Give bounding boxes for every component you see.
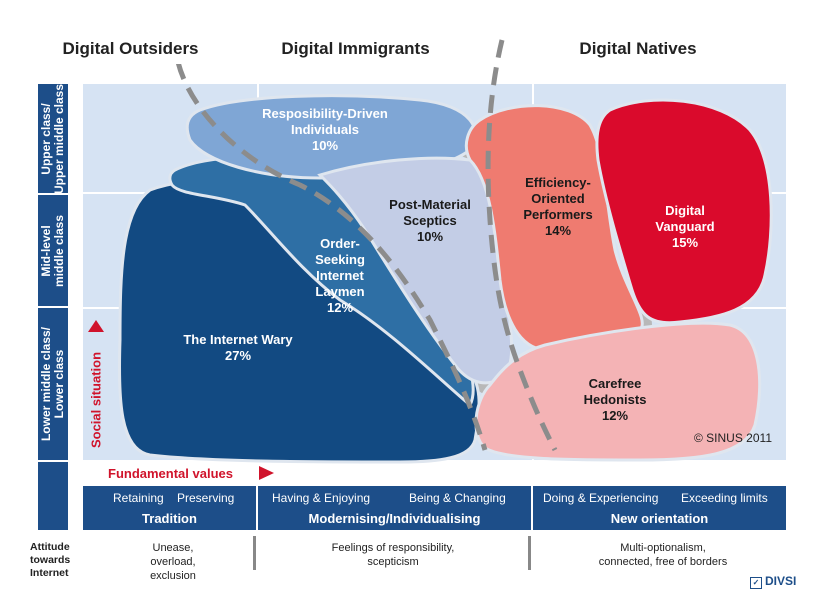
label-order-seeking-share: 12% [326, 300, 354, 315]
logo-check-icon: ✓ [750, 577, 762, 589]
label-responsibility-name: Resposibility-Driven Individuals [262, 106, 388, 137]
segment-boundaries [175, 39, 558, 452]
label-hedonists-share: 12% [601, 408, 629, 423]
social-situation-label: Social situation [88, 351, 104, 449]
attitude-divider-1 [253, 536, 256, 570]
label-order-seeking-name: Order- Seeking Internet Laymen [315, 236, 365, 299]
label-post-material-name: Post-Material Sceptics [389, 197, 471, 228]
fundamental-arrow-icon [259, 466, 274, 480]
logo-text: DIVSI [765, 574, 797, 588]
value-block-new-orientation: Doing & Experiencing Exceeding limits Ne… [533, 486, 786, 530]
label-efficiency-share: 14% [544, 223, 572, 238]
divsi-logo: ✓ DIVSI [750, 574, 796, 589]
attitude-col-new: Multi-optionalism, connected, free of bo… [598, 542, 728, 568]
label-responsibility-driven: Resposibility-Driven Individuals 10% [250, 106, 400, 154]
value-block-tradition: Retaining Preserving Tradition [83, 486, 256, 530]
label-internet-wary-name: The Internet Wary [183, 332, 293, 347]
label-digital-vanguard: Digital Vanguard 15% [645, 203, 725, 251]
value-block-modernising: Having & Enjoying Being & Changing Moder… [258, 486, 531, 530]
social-arrow-icon [88, 320, 104, 332]
attitude-col-tradition: Unease, overload, exclusion [150, 542, 196, 582]
modernising-sub-right: Being & Changing [409, 491, 506, 505]
yaxis-upper-class-label: Upper class/ Upper middle class [39, 83, 66, 194]
label-internet-wary: The Internet Wary 27% [168, 332, 308, 364]
tradition-head: Tradition [142, 511, 197, 526]
tradition-sub-left: Retaining [113, 491, 164, 505]
label-order-seeking: Order- Seeking Internet Laymen 12% [290, 236, 390, 316]
attitude-divider-2 [528, 536, 531, 570]
label-efficiency: Efficiency- Oriented Performers 14% [503, 175, 613, 239]
header-digital-immigrants: Digital Immigrants [263, 34, 448, 64]
label-responsibility-share: 10% [311, 138, 339, 153]
yaxis-lower-class-label: Lower middle class/ Lower class [39, 326, 66, 442]
label-internet-wary-share: 27% [224, 348, 252, 363]
new-orientation-head: New orientation [610, 511, 709, 526]
label-post-material-share: 10% [416, 229, 444, 244]
yaxis-corner [38, 462, 68, 530]
fundamental-values-label: Fundamental values [108, 466, 233, 481]
modernising-sub-left: Having & Enjoying [272, 491, 371, 505]
milieu-digital-vanguard [595, 98, 773, 325]
yaxis-upper-class: Upper class/ Upper middle class [38, 83, 68, 194]
yaxis-mid-class: Mid-level middle class [38, 195, 68, 306]
yaxis-mid-class-label: Mid-level middle class [39, 214, 66, 287]
label-vanguard-share: 15% [671, 235, 699, 250]
milieu-carefree-hedonists [474, 321, 762, 462]
label-post-material: Post-Material Sceptics 10% [375, 197, 485, 245]
modernising-head: Modernising/Individualising [308, 511, 481, 526]
new-orientation-sub-right: Exceeding limits [681, 491, 768, 505]
new-orientation-sub-left: Doing & Experiencing [543, 491, 659, 505]
header-digital-natives: Digital Natives [538, 34, 738, 64]
label-efficiency-name: Efficiency- Oriented Performers [523, 175, 593, 222]
label-carefree-hedonists: Carefree Hedonists 12% [570, 376, 660, 424]
label-hedonists-name: Carefree Hedonists [583, 376, 647, 407]
attitude-col-modernising: Feelings of responsibility, scepticism [331, 542, 455, 568]
copyright: © SINUS 2011 [694, 431, 772, 445]
tradition-sub-right: Preserving [177, 491, 235, 505]
yaxis-lower-class: Lower middle class/ Lower class [38, 308, 68, 460]
attitude-label: Attitude towards Internet [30, 541, 71, 579]
label-vanguard-name: Digital Vanguard [655, 203, 715, 234]
header-digital-outsiders: Digital Outsiders [38, 34, 223, 64]
